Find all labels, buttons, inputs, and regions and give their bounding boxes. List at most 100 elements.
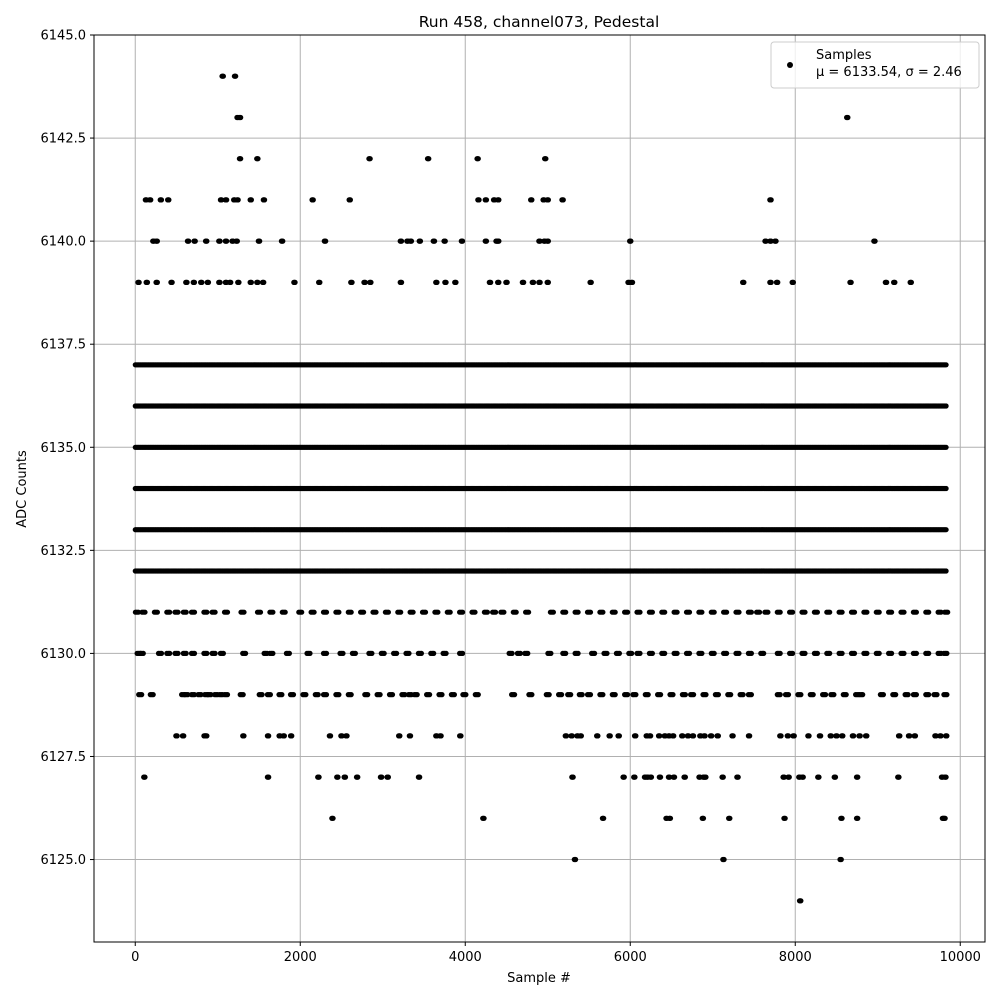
data-point bbox=[240, 692, 246, 698]
data-point bbox=[266, 733, 272, 739]
data-point bbox=[721, 856, 727, 863]
data-point bbox=[475, 692, 481, 698]
data-point bbox=[323, 692, 330, 698]
data-point bbox=[150, 692, 156, 698]
data-point bbox=[548, 650, 554, 657]
data-point bbox=[691, 733, 697, 739]
data-point bbox=[798, 898, 804, 904]
data-point bbox=[183, 609, 189, 615]
data-point bbox=[851, 733, 857, 739]
data-point bbox=[563, 650, 569, 657]
data-point bbox=[142, 774, 148, 780]
data-point bbox=[761, 650, 767, 657]
data-point bbox=[943, 774, 949, 780]
data-point bbox=[637, 650, 643, 657]
data-point bbox=[439, 692, 445, 698]
data-point bbox=[658, 774, 664, 780]
data-point bbox=[348, 692, 354, 698]
data-point bbox=[579, 692, 585, 698]
data-point bbox=[699, 650, 705, 657]
data-point bbox=[243, 650, 249, 657]
data-point bbox=[913, 692, 920, 698]
data-point bbox=[724, 650, 730, 657]
data-point bbox=[632, 774, 638, 780]
data-point bbox=[777, 650, 783, 657]
data-point bbox=[323, 650, 330, 657]
data-point bbox=[568, 692, 574, 698]
data-point bbox=[876, 650, 882, 657]
data-point bbox=[460, 650, 466, 657]
data-point bbox=[682, 774, 689, 780]
data-point bbox=[340, 650, 346, 657]
data-point bbox=[167, 609, 173, 615]
data-point bbox=[838, 856, 844, 863]
data-point bbox=[286, 650, 292, 657]
data-point bbox=[702, 733, 708, 739]
data-point bbox=[154, 609, 160, 615]
data-point bbox=[607, 733, 613, 739]
data-point bbox=[183, 650, 189, 657]
data-point bbox=[934, 692, 940, 698]
data-point bbox=[511, 692, 518, 698]
data-point bbox=[431, 650, 437, 657]
data-point bbox=[649, 650, 656, 657]
data-point bbox=[224, 692, 231, 698]
data-point bbox=[832, 774, 839, 780]
data-point bbox=[290, 692, 297, 698]
data-point bbox=[855, 815, 861, 821]
data-point bbox=[896, 774, 902, 780]
data-point bbox=[943, 444, 949, 450]
data-point bbox=[282, 609, 288, 615]
data-point bbox=[595, 733, 601, 739]
data-point bbox=[855, 774, 861, 780]
data-point bbox=[181, 733, 187, 739]
data-point bbox=[800, 774, 806, 780]
data-point bbox=[266, 774, 272, 780]
data-point bbox=[711, 650, 717, 657]
data-point bbox=[570, 774, 576, 780]
data-point bbox=[204, 733, 210, 739]
data-point bbox=[621, 774, 627, 780]
data-point bbox=[864, 733, 870, 739]
data-point bbox=[303, 692, 309, 698]
data-point bbox=[728, 692, 734, 698]
data-point bbox=[912, 733, 919, 739]
data-point bbox=[810, 692, 816, 698]
data-point bbox=[270, 650, 276, 657]
data-point bbox=[406, 650, 412, 657]
data-point bbox=[369, 650, 375, 657]
data-point bbox=[938, 733, 944, 739]
data-point bbox=[791, 733, 797, 739]
data-point bbox=[785, 692, 792, 698]
data-point bbox=[944, 692, 950, 698]
data-point bbox=[379, 774, 385, 780]
data-point bbox=[816, 774, 822, 780]
data-point bbox=[839, 815, 845, 821]
data-point bbox=[823, 692, 829, 698]
data-point bbox=[241, 733, 247, 739]
data-point bbox=[418, 650, 424, 657]
data-point bbox=[241, 609, 247, 615]
data-point bbox=[330, 815, 336, 821]
data-point bbox=[408, 733, 414, 739]
data-point bbox=[715, 733, 722, 739]
data-point bbox=[843, 692, 849, 698]
data-point bbox=[703, 692, 709, 698]
data-point bbox=[786, 774, 792, 780]
data-point bbox=[191, 650, 198, 657]
data-point bbox=[342, 774, 349, 780]
data-point bbox=[715, 692, 722, 698]
data-point bbox=[682, 692, 689, 698]
data-point bbox=[587, 692, 594, 698]
data-point bbox=[463, 692, 469, 698]
data-point bbox=[709, 733, 715, 739]
data-point bbox=[880, 692, 887, 698]
data-point bbox=[778, 733, 784, 739]
data-point bbox=[414, 692, 420, 698]
data-point bbox=[140, 650, 146, 657]
data-points bbox=[132, 73, 951, 904]
data-point bbox=[352, 650, 358, 657]
data-point bbox=[670, 692, 676, 698]
data-point bbox=[662, 650, 668, 657]
